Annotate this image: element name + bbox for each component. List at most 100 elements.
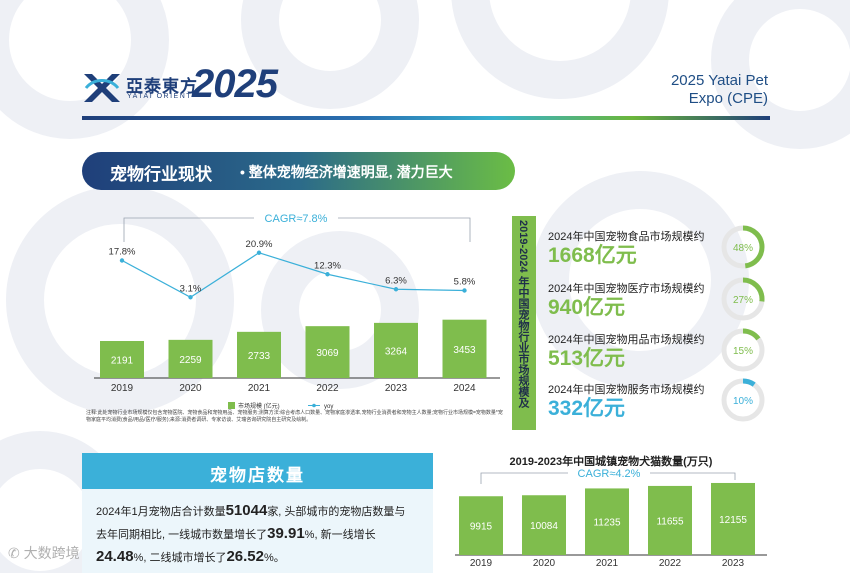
yoy-label: 5.8% <box>454 277 476 288</box>
cagr-label-bg <box>568 466 650 480</box>
yoy-point <box>325 272 330 277</box>
market-stat: 2024年中国宠物服务市场规模约 332亿元 <box>548 381 728 421</box>
bar-value-label: 12155 <box>719 515 747 526</box>
banner-title: 宠物行业现状 <box>110 165 212 184</box>
tier2-growth-number: 26.52 <box>226 548 264 565</box>
logo-english-name: YATAI ORIENT <box>127 93 193 100</box>
ring-percent-label: 27% <box>733 295 753 306</box>
market-stat-value: 940亿元 <box>548 296 626 319</box>
bar-2021 <box>237 331 281 378</box>
x-tick-label: 2020 <box>179 383 202 394</box>
x-tick-label: 2023 <box>722 558 745 569</box>
yoy-point <box>462 288 467 293</box>
store-text-part: %, 二线城市增长了 <box>133 552 227 564</box>
x-tick-label: 2024 <box>453 383 476 394</box>
x-tick-label: 2019 <box>470 558 493 569</box>
bar-value-label: 10084 <box>530 521 558 532</box>
cagr-label-bg <box>254 211 338 225</box>
market-stat-label: 2024年中国宠物用品市场规模约 <box>548 334 705 346</box>
expo-title: 2025 Yatai Pet Expo (CPE) <box>628 72 768 108</box>
logo-chinese-name: 亞泰東方 <box>126 77 198 96</box>
bar-2021 <box>585 488 629 555</box>
pet-count-chart: CAGR≈4.2% 9915 2019 10084 2020 11235 2021 11655… <box>455 466 767 569</box>
bar-2020 <box>168 339 213 378</box>
x-tick-label: 2021 <box>248 383 271 394</box>
share-ring: 27% <box>721 277 765 321</box>
legend-line-label: yoy <box>324 404 333 410</box>
store-text-part: %。 <box>264 552 285 564</box>
share-ring: 10% <box>721 378 765 422</box>
bar-value-label: 3264 <box>385 346 408 357</box>
bar-value-label: 11655 <box>656 516 684 527</box>
ring-percent-label: 15% <box>733 346 753 357</box>
yoy-point <box>119 258 125 263</box>
yoy-label: 17.8% <box>109 247 136 258</box>
bar-2023 <box>711 482 755 555</box>
bar-2023 <box>374 322 418 378</box>
ring-percent-label: 48% <box>733 243 753 254</box>
bar-value-label: 9915 <box>470 522 493 533</box>
store-total-number: 51044 <box>225 502 268 519</box>
brand-logo: 亞泰東方 YATAI ORIENT 2025 <box>82 62 307 112</box>
ring-percent-label: 10% <box>733 396 753 407</box>
market-stat-value: 513亿元 <box>548 347 626 370</box>
yoy-label: 20.9% <box>246 239 273 250</box>
watermark-icon: ✆ <box>8 545 24 561</box>
legend-bar-swatch <box>228 402 235 409</box>
bar-value-label: 11235 <box>593 518 621 529</box>
cagr-label: CAGR≈4.2% <box>578 468 641 480</box>
bar-value-label: 2191 <box>111 355 134 366</box>
store-text-part: %, 新一线增长 <box>304 529 376 541</box>
legend-bar-label: 市场规模 (亿元) <box>238 402 280 410</box>
x-tick-label: 2022 <box>316 383 339 394</box>
bar-2022 <box>305 326 350 378</box>
pet-count-chart-title: 2019-2023年中国城镇宠物犬猫数量(万只) <box>509 456 713 468</box>
bar-value-label: 3453 <box>453 345 476 356</box>
banner-subtitle: • 整体宠物经济增速明显, 潜力巨大 <box>240 164 453 180</box>
market-stat-value: 1668亿元 <box>548 244 637 267</box>
market-stat-label: 2024年中国宠物服务市场规模约 <box>548 384 705 396</box>
bar-value-label: 3069 <box>316 348 339 359</box>
market-stat: 2024年中国宠物食品市场规模约 1668亿元 <box>548 228 728 268</box>
store-count-text: 2024年1月宠物店合计数量51044家, 头部城市的宠物店数量与 去年同期相比… <box>96 500 426 569</box>
store-count-header: 宠物店数量 <box>82 453 433 489</box>
store-text-part: 家, 头部城市的宠物店数量与 <box>267 506 406 518</box>
watermark: ✆ 大数跨境 <box>8 543 80 563</box>
store-text-part: 2024年1月宠物店合计数量 <box>96 506 226 518</box>
market-stat-label: 2024年中国宠物食品市场规模约 <box>548 231 705 243</box>
x-tick-label: 2019 <box>111 383 134 394</box>
logo-year: 2025 <box>192 62 278 106</box>
bar-2019 <box>459 496 503 555</box>
bar-2024 <box>442 319 487 378</box>
x-tick-label: 2020 <box>533 558 556 569</box>
vertical-section-title: 2019-2024 年中国宠物行业市场规模及 <box>512 216 536 430</box>
new-tier1-growth-number: 24.48 <box>96 548 134 565</box>
market-stat-label: 2024年中国宠物医疗市场规模约 <box>548 283 705 295</box>
market-stat: 2024年中国宠物医疗市场规模约 940亿元 <box>548 280 728 320</box>
yoy-label: 12.3% <box>314 260 341 271</box>
store-count-title: 宠物店数量 <box>210 466 305 485</box>
yoy-point <box>393 287 399 292</box>
share-ring: 15% <box>721 328 765 372</box>
bar-value-label: 2733 <box>248 351 271 362</box>
bar-value-label: 2259 <box>179 355 202 366</box>
logo-mark-icon <box>84 74 120 102</box>
store-count-panel <box>82 489 433 573</box>
yoy-point <box>256 250 262 255</box>
chart-footnote: 注释:此处宠物行业市场规模仅包含宠物医院、宠物食品和宠物用品、宠物服务;测算方法… <box>86 410 503 423</box>
share-ring: 48% <box>721 225 765 269</box>
yoy-point <box>188 295 193 300</box>
legend-line-dot <box>312 403 316 408</box>
bar-2019 <box>100 340 144 378</box>
expo-title-line2: Expo (CPE) <box>688 90 768 107</box>
yoy-line <box>121 252 465 298</box>
ring-fill <box>721 328 765 372</box>
x-tick-label: 2022 <box>659 558 682 569</box>
ring-fill <box>721 277 765 321</box>
ring-fill <box>721 225 765 269</box>
x-tick-label: 2023 <box>385 383 408 394</box>
section-banner: 宠物行业现状 • 整体宠物经济增速明显, 潜力巨大 <box>82 152 515 190</box>
watermark-text: 大数跨境 <box>23 545 80 561</box>
expo-title-line1: 2025 Yatai Pet <box>670 72 768 89</box>
header-divider <box>82 116 770 120</box>
